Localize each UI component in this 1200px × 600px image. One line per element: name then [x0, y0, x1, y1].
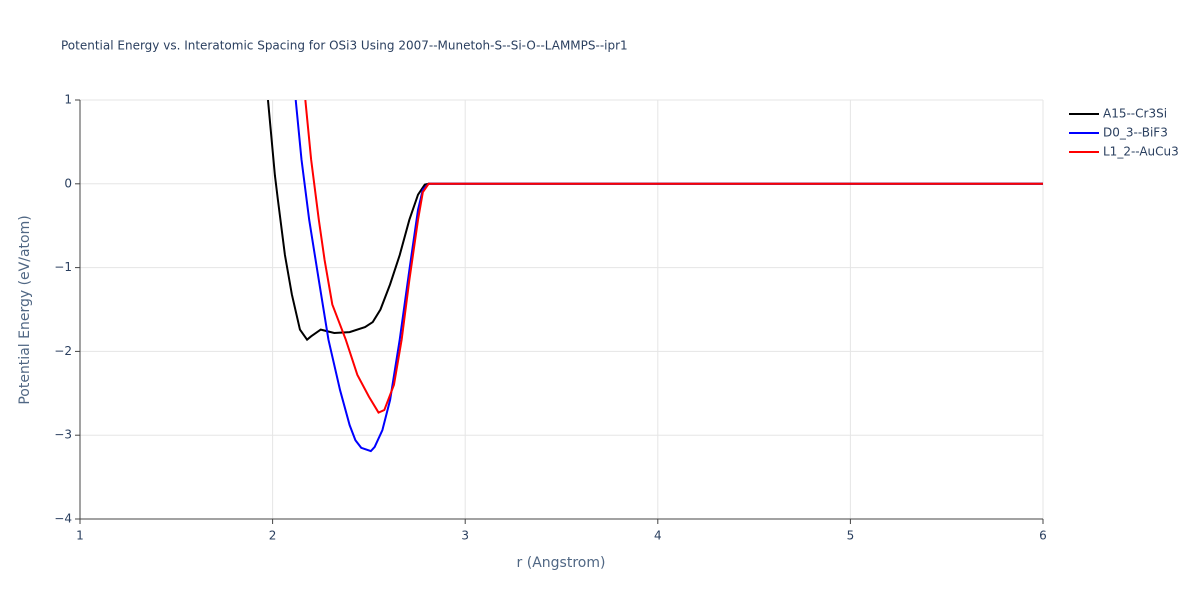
y-tick-label: −4 — [54, 512, 72, 526]
x-tick-label: 2 — [269, 529, 277, 543]
legend-label: L1_2--AuCu3 — [1103, 145, 1179, 159]
x-tick-label: 6 — [1039, 529, 1047, 543]
y-tick-label: −1 — [54, 260, 72, 274]
legend-label: A15--Cr3Si — [1103, 107, 1167, 121]
series-line — [294, 100, 1043, 453]
y-axis-title: Potential Energy (eV/atom) — [17, 215, 33, 404]
legend: A15--Cr3Si D0_3--BiF3 L1_2--AuCu3 — [1069, 107, 1179, 159]
x-tick-label: 4 — [654, 529, 662, 543]
series-line — [266, 100, 1043, 342]
chart-title: Potential Energy vs. Interatomic Spacing… — [61, 39, 628, 53]
plot-area — [266, 100, 1043, 453]
y-tick-label: 1 — [64, 93, 72, 107]
x-tick-label: 5 — [847, 529, 855, 543]
series-line — [304, 100, 1043, 414]
y-tick-label: 0 — [64, 176, 72, 190]
y-tick-label: −2 — [54, 344, 72, 358]
x-tick-label: 1 — [76, 529, 84, 543]
x-tick-label: 3 — [461, 529, 469, 543]
x-axis-title: r (Angstrom) — [517, 555, 606, 571]
y-tick-label: −3 — [54, 428, 72, 442]
legend-label: D0_3--BiF3 — [1103, 126, 1168, 140]
grid: 1 2 3 4 5 6 −4 −3 −2 −1 0 1 — [54, 93, 1047, 543]
